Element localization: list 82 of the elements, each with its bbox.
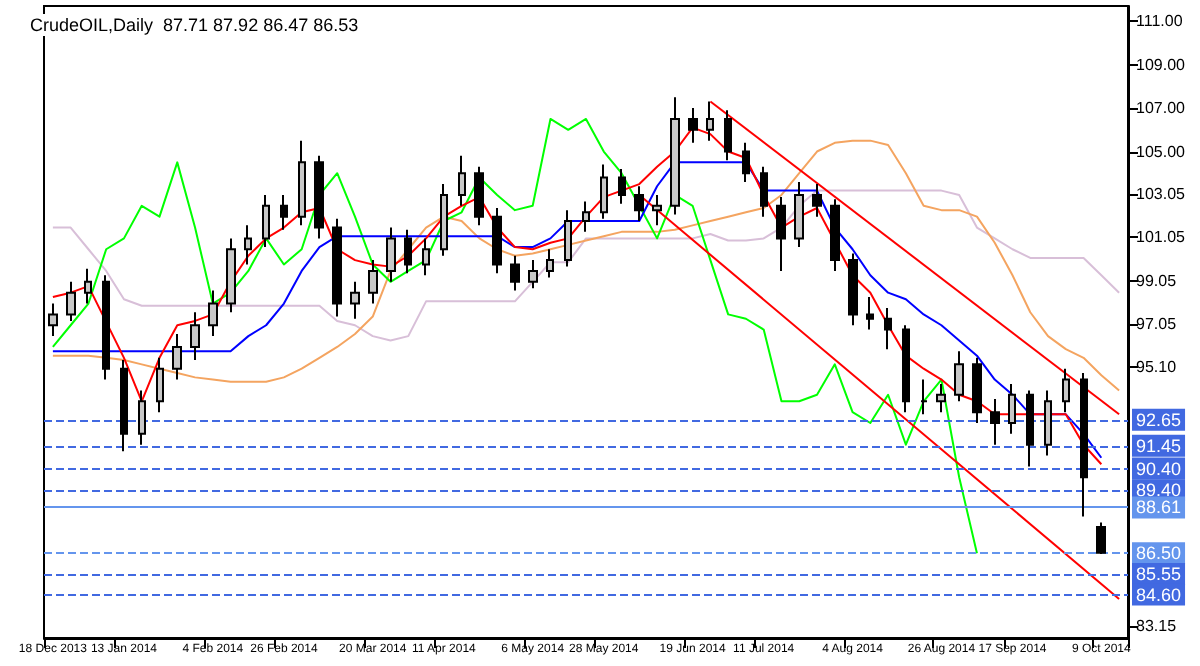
y-tick-label: 97.05 bbox=[1136, 315, 1178, 334]
candlestick bbox=[1080, 372, 1088, 518]
y-tick-label: 105.00 bbox=[1136, 142, 1187, 161]
candlestick bbox=[120, 359, 128, 453]
candlestick bbox=[794, 180, 804, 249]
candlestick bbox=[244, 224, 252, 266]
candlestick bbox=[66, 280, 76, 322]
candlestick bbox=[866, 296, 874, 331]
y-tick-label: 107.00 bbox=[1136, 99, 1187, 118]
candlestick bbox=[724, 109, 732, 162]
candlestick bbox=[172, 332, 182, 381]
candlestick bbox=[884, 306, 892, 351]
candlestick bbox=[404, 228, 412, 275]
candlestick bbox=[582, 200, 590, 233]
y-tick-label: 95.10 bbox=[1136, 357, 1178, 376]
candlestick bbox=[652, 193, 662, 227]
candlestick bbox=[1062, 367, 1070, 414]
candlestick bbox=[474, 165, 484, 227]
candlestick bbox=[102, 274, 110, 381]
candlestick bbox=[618, 167, 626, 205]
ref-line-label: 89.40 bbox=[1136, 480, 1182, 501]
candlestick bbox=[706, 100, 714, 142]
y-tick-label: 99.05 bbox=[1136, 271, 1178, 290]
y-tick-label: 111.00 bbox=[1136, 12, 1184, 31]
text: CrudeOIL,Daily 87.71 87.92 86.47 86.53 bbox=[30, 15, 359, 35]
ref-line-label: 85.55 bbox=[1136, 563, 1182, 584]
candlestick bbox=[226, 237, 236, 314]
candlestick bbox=[670, 96, 680, 216]
candlestick bbox=[350, 280, 360, 320]
line-series bbox=[51, 139, 1121, 392]
candlestick bbox=[830, 198, 840, 272]
y-tick-label: 83.15 bbox=[1136, 617, 1178, 636]
candlestick bbox=[1008, 382, 1016, 435]
line-series bbox=[51, 189, 1121, 342]
candlestick bbox=[386, 226, 396, 283]
y-tick-label: 109.00 bbox=[1136, 55, 1187, 74]
candlestick bbox=[84, 267, 92, 305]
ref-line-label: 91.45 bbox=[1136, 435, 1182, 456]
candlestick bbox=[936, 382, 946, 414]
candlestick bbox=[1096, 521, 1106, 555]
candlestick bbox=[990, 398, 1000, 446]
candlestick bbox=[492, 206, 502, 275]
candlestick bbox=[688, 107, 698, 144]
candlestick bbox=[262, 193, 270, 249]
y-tick-label: 101.05 bbox=[1136, 228, 1187, 247]
candlestick bbox=[314, 154, 324, 240]
candlestick bbox=[564, 209, 572, 268]
ref-line-label: 86.50 bbox=[1136, 543, 1182, 564]
ref-line-label: 90.40 bbox=[1136, 458, 1182, 479]
candlestick bbox=[776, 196, 786, 272]
candlestick bbox=[332, 217, 342, 318]
candlestick bbox=[138, 389, 146, 446]
candlestick bbox=[48, 302, 58, 338]
candlestick bbox=[528, 259, 538, 290]
candlestick bbox=[954, 350, 964, 403]
candlestick bbox=[546, 248, 554, 279]
candlestick bbox=[190, 311, 200, 362]
line-series bbox=[51, 117, 978, 555]
candlestick bbox=[368, 259, 378, 305]
candlestick bbox=[920, 378, 928, 416]
candlestick bbox=[440, 183, 448, 257]
candlestick bbox=[760, 165, 768, 218]
candlestick bbox=[208, 289, 218, 338]
y-tick-label: 103.05 bbox=[1136, 184, 1187, 203]
candlestick bbox=[812, 183, 822, 218]
candlestick bbox=[280, 193, 288, 231]
candlestick bbox=[1044, 389, 1052, 457]
candlestick bbox=[634, 185, 644, 223]
candlestick bbox=[848, 252, 858, 327]
candlestick bbox=[742, 141, 750, 183]
candlestick bbox=[902, 324, 910, 414]
ref-line-label: 84.60 bbox=[1136, 584, 1182, 605]
candlestick bbox=[458, 154, 466, 207]
candlestick bbox=[510, 254, 520, 292]
candlestick bbox=[156, 356, 164, 414]
ref-line-label: 92.65 bbox=[1136, 409, 1182, 430]
candlestick bbox=[600, 163, 608, 220]
ref-line-label: 88.61 bbox=[1136, 497, 1182, 518]
candlestick bbox=[1026, 389, 1034, 468]
candlestick bbox=[422, 237, 430, 277]
candlestick bbox=[972, 356, 982, 424]
candlestick bbox=[298, 139, 306, 227]
